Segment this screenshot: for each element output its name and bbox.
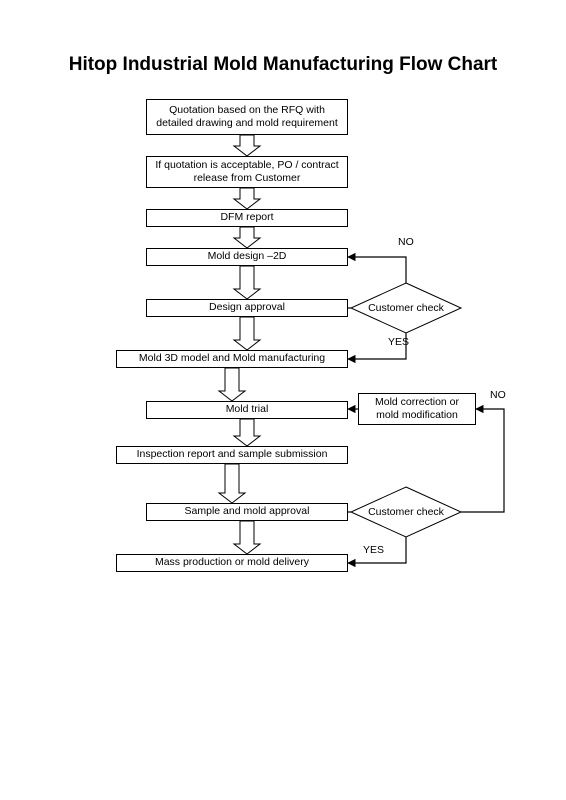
block-arrow [219,368,245,401]
block-arrow [234,419,260,446]
connector [348,257,406,283]
block-arrow [234,521,260,554]
decision-label: Customer check [368,506,445,518]
block-arrow [234,227,260,248]
connector [461,409,504,512]
connector [348,333,406,359]
block-arrow [234,188,260,209]
decision-label: Customer check [368,302,445,314]
block-arrow [234,317,260,350]
connector [348,537,406,563]
block-arrow [234,135,260,156]
flowchart-svg: Customer check Customer check [0,0,566,800]
block-arrow [219,464,245,503]
block-arrow [234,266,260,299]
